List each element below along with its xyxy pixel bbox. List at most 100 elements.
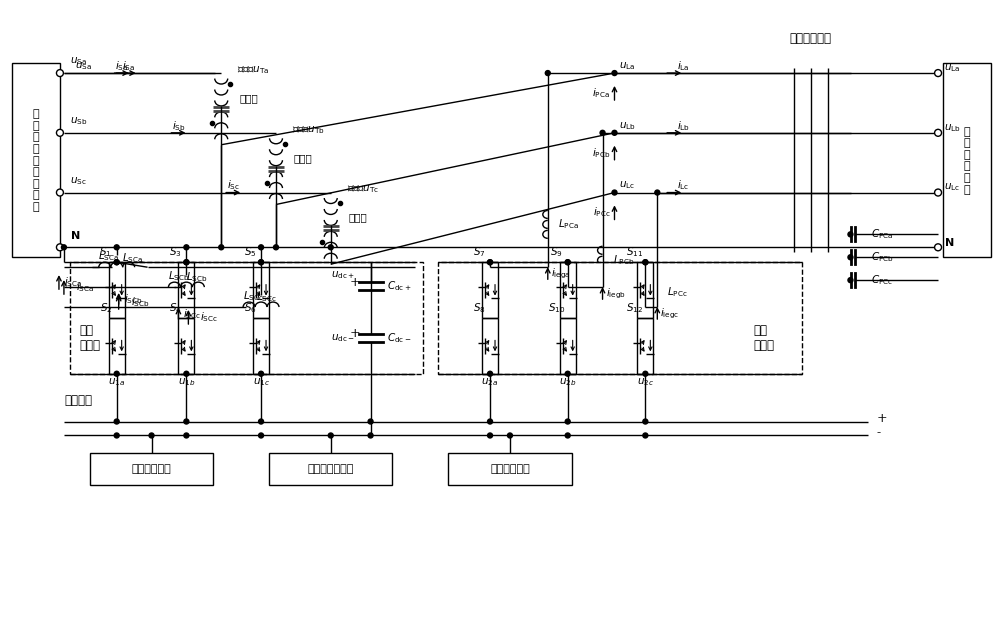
Circle shape xyxy=(184,433,189,438)
Text: +: + xyxy=(349,276,360,289)
Text: 串联
变换器: 串联 变换器 xyxy=(80,324,101,352)
Text: $S_{9}$: $S_{9}$ xyxy=(550,245,563,259)
Circle shape xyxy=(114,419,119,424)
Circle shape xyxy=(184,260,189,265)
Text: $C_{\rm PCc}$: $C_{\rm PCc}$ xyxy=(871,273,894,287)
Text: $i_{\rm PCb}$: $i_{\rm PCb}$ xyxy=(592,146,611,160)
Text: 一次侧$u_{\rm Ta}$: 一次侧$u_{\rm Ta}$ xyxy=(237,64,270,76)
Text: $L_{\rm SCb}$: $L_{\rm SCb}$ xyxy=(186,270,208,284)
Circle shape xyxy=(643,260,648,265)
Text: $i_{\rm Lc}$: $i_{\rm Lc}$ xyxy=(677,179,690,193)
Text: 储能装置接口: 储能装置接口 xyxy=(132,465,171,475)
Circle shape xyxy=(149,433,154,438)
Text: $S_{6}$: $S_{6}$ xyxy=(244,301,256,315)
Circle shape xyxy=(935,189,942,196)
Text: $u_{\rm Sa}$: $u_{\rm Sa}$ xyxy=(75,60,92,72)
Text: $u_{\rm Lc}$: $u_{\rm Lc}$ xyxy=(619,179,636,191)
Circle shape xyxy=(643,260,648,265)
Circle shape xyxy=(56,130,63,137)
Text: $u_{1a}$: $u_{1a}$ xyxy=(108,376,125,387)
Text: $u_{\rm Lb}$: $u_{\rm Lb}$ xyxy=(944,122,961,134)
Circle shape xyxy=(545,71,550,76)
Circle shape xyxy=(56,244,63,251)
Circle shape xyxy=(848,255,853,260)
Text: 一次侧$u_{\rm Tc}$: 一次侧$u_{\rm Tc}$ xyxy=(347,184,379,195)
Text: $L_{\rm PCc}$: $L_{\rm PCc}$ xyxy=(667,285,688,299)
Circle shape xyxy=(259,433,264,438)
Circle shape xyxy=(184,371,189,376)
Text: +: + xyxy=(349,327,360,341)
Bar xyxy=(438,262,802,374)
Text: 新能源发电接口: 新能源发电接口 xyxy=(308,465,354,475)
Text: $u_{1b}$: $u_{1b}$ xyxy=(178,376,195,387)
Circle shape xyxy=(565,371,570,376)
Circle shape xyxy=(612,71,617,76)
Text: 低
压
配
电
网
交
流
接
口: 低 压 配 电 网 交 流 接 口 xyxy=(33,109,39,212)
Text: $\bf{N}$: $\bf{N}$ xyxy=(944,236,954,248)
Text: $C_{\rm dc+}$: $C_{\rm dc+}$ xyxy=(387,279,411,293)
Text: $S_{7}$: $S_{7}$ xyxy=(473,245,485,259)
Circle shape xyxy=(114,433,119,438)
Circle shape xyxy=(273,245,278,250)
Circle shape xyxy=(643,419,648,424)
Circle shape xyxy=(114,371,119,376)
Text: $S_{10}$: $S_{10}$ xyxy=(548,301,565,315)
Circle shape xyxy=(935,130,942,137)
Text: $u_{1c}$: $u_{1c}$ xyxy=(253,376,270,387)
Text: 并联
变换器: 并联 变换器 xyxy=(754,324,775,352)
Bar xyxy=(70,262,423,374)
Circle shape xyxy=(612,130,617,135)
Circle shape xyxy=(488,260,493,265)
Text: 变压器: 变压器 xyxy=(239,93,258,103)
Text: $S_{4}$: $S_{4}$ xyxy=(169,301,182,315)
Text: 输出交流母线: 输出交流母线 xyxy=(790,32,832,46)
Text: $i_{\rm Sa}$: $i_{\rm Sa}$ xyxy=(115,59,128,73)
Circle shape xyxy=(848,277,853,283)
Circle shape xyxy=(368,433,373,438)
Circle shape xyxy=(600,130,605,135)
Text: $C_{\rm PCb}$: $C_{\rm PCb}$ xyxy=(871,250,894,264)
Circle shape xyxy=(565,419,570,424)
Text: $u_{\rm Lb}$: $u_{\rm Lb}$ xyxy=(619,120,636,131)
Text: $i_{\rm SCa}$: $i_{\rm SCa}$ xyxy=(76,280,94,294)
Circle shape xyxy=(488,419,493,424)
Text: $u_{\rm La}$: $u_{\rm La}$ xyxy=(619,60,636,72)
Text: $i_{\rm Sc}$: $i_{\rm Sc}$ xyxy=(227,179,240,193)
Circle shape xyxy=(114,245,119,250)
Text: $S_{12}$: $S_{12}$ xyxy=(626,301,643,315)
Circle shape xyxy=(848,232,853,237)
Text: $u_{\rm dc+}$: $u_{\rm dc+}$ xyxy=(331,269,355,281)
FancyBboxPatch shape xyxy=(448,453,572,485)
FancyBboxPatch shape xyxy=(269,453,392,485)
Circle shape xyxy=(259,260,264,265)
Circle shape xyxy=(184,419,189,424)
Circle shape xyxy=(328,245,333,250)
Circle shape xyxy=(643,433,648,438)
Circle shape xyxy=(643,371,648,376)
Circle shape xyxy=(219,245,224,250)
Text: $\bf{N}$: $\bf{N}$ xyxy=(70,229,80,241)
Circle shape xyxy=(507,433,512,438)
Circle shape xyxy=(565,260,570,265)
FancyBboxPatch shape xyxy=(90,453,213,485)
Text: $i_{\rm Sb}$: $i_{\rm Sb}$ xyxy=(172,119,185,133)
Text: $S_{5}$: $S_{5}$ xyxy=(244,245,256,259)
Circle shape xyxy=(488,260,493,265)
Text: $u_{\rm Sa}$: $u_{\rm Sa}$ xyxy=(70,55,87,67)
Text: $S_{11}$: $S_{11}$ xyxy=(626,245,643,259)
Circle shape xyxy=(61,245,66,250)
Circle shape xyxy=(259,245,264,250)
Text: $i_{\rm lega}$: $i_{\rm lega}$ xyxy=(551,267,571,281)
Text: $u_{\rm Lc}$: $u_{\rm Lc}$ xyxy=(944,181,960,193)
Text: $L_{\rm PCa}$: $L_{\rm PCa}$ xyxy=(558,217,579,231)
Circle shape xyxy=(259,260,264,265)
Text: $u_{\rm La}$: $u_{\rm La}$ xyxy=(944,62,960,74)
Text: 变压器: 变压器 xyxy=(294,153,313,162)
Text: $u_{\rm dc-}$: $u_{\rm dc-}$ xyxy=(331,332,355,344)
Circle shape xyxy=(368,419,373,424)
Text: $i_{\rm SCb}$: $i_{\rm SCb}$ xyxy=(131,295,149,309)
Circle shape xyxy=(488,371,493,376)
Text: $L_{\rm SCb}$: $L_{\rm SCb}$ xyxy=(168,269,189,283)
Circle shape xyxy=(488,433,493,438)
Circle shape xyxy=(655,190,660,195)
